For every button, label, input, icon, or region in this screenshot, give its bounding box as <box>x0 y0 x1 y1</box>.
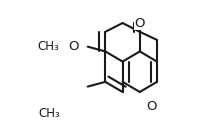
Text: CH₃: CH₃ <box>38 107 60 120</box>
Text: O: O <box>146 100 157 113</box>
Text: O: O <box>135 17 145 30</box>
Text: CH₃: CH₃ <box>38 40 59 53</box>
Text: O: O <box>68 40 79 53</box>
